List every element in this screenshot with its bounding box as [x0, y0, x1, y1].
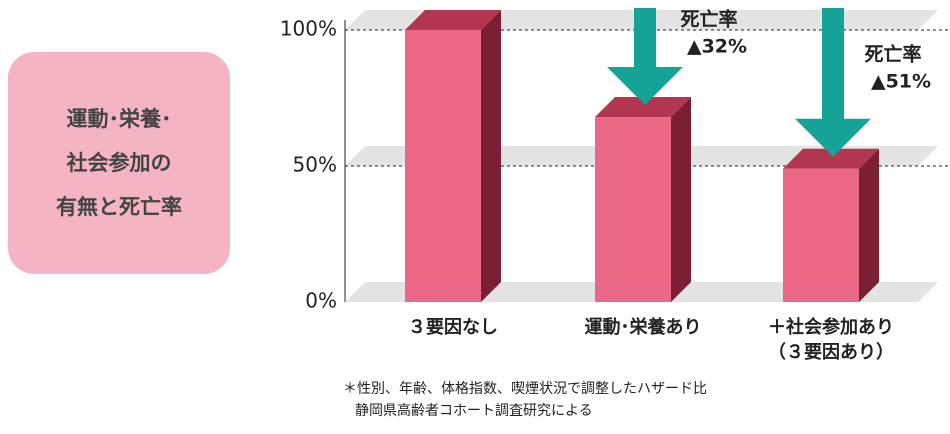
- bar-top: [595, 97, 691, 118]
- bar-side: [481, 10, 501, 302]
- annotation-value: ▲51%: [871, 71, 931, 93]
- bar-top: [405, 10, 501, 30]
- title-box: [8, 52, 230, 274]
- footnote: ＊性別、年齢、体格指数、喫煙状況で調整したハザード比: [343, 381, 707, 397]
- bar: [405, 30, 481, 302]
- y-tick-label: 100%: [280, 17, 337, 41]
- annotation-text: 死亡率: [680, 8, 737, 31]
- bar: [783, 168, 859, 302]
- x-tick-label: ３要因なし: [408, 317, 498, 338]
- y-tick-label: 0%: [305, 289, 337, 313]
- x-tick-label: 運動･栄養あり: [585, 316, 702, 338]
- x-tick-sublabel: （３要因あり）: [768, 342, 894, 363]
- bar-top: [783, 148, 879, 169]
- y-tick-label: 50%: [293, 153, 337, 177]
- bar-side: [671, 97, 691, 302]
- title-line: 社会参加の: [66, 151, 172, 175]
- bar: [595, 117, 671, 302]
- arrow: [795, 8, 871, 157]
- arrow: [607, 8, 683, 106]
- footnote: 静岡県高齢者コホート調査研究による: [355, 402, 593, 419]
- title-line: 有無と死亡率: [56, 195, 182, 219]
- bar-side: [859, 148, 879, 302]
- annotation-value: ▲32%: [687, 36, 747, 58]
- x-tick-label: ＋社会参加あり: [768, 316, 894, 338]
- title-line: 運動･栄養･: [67, 107, 172, 131]
- annotation-text: 死亡率: [864, 43, 921, 66]
